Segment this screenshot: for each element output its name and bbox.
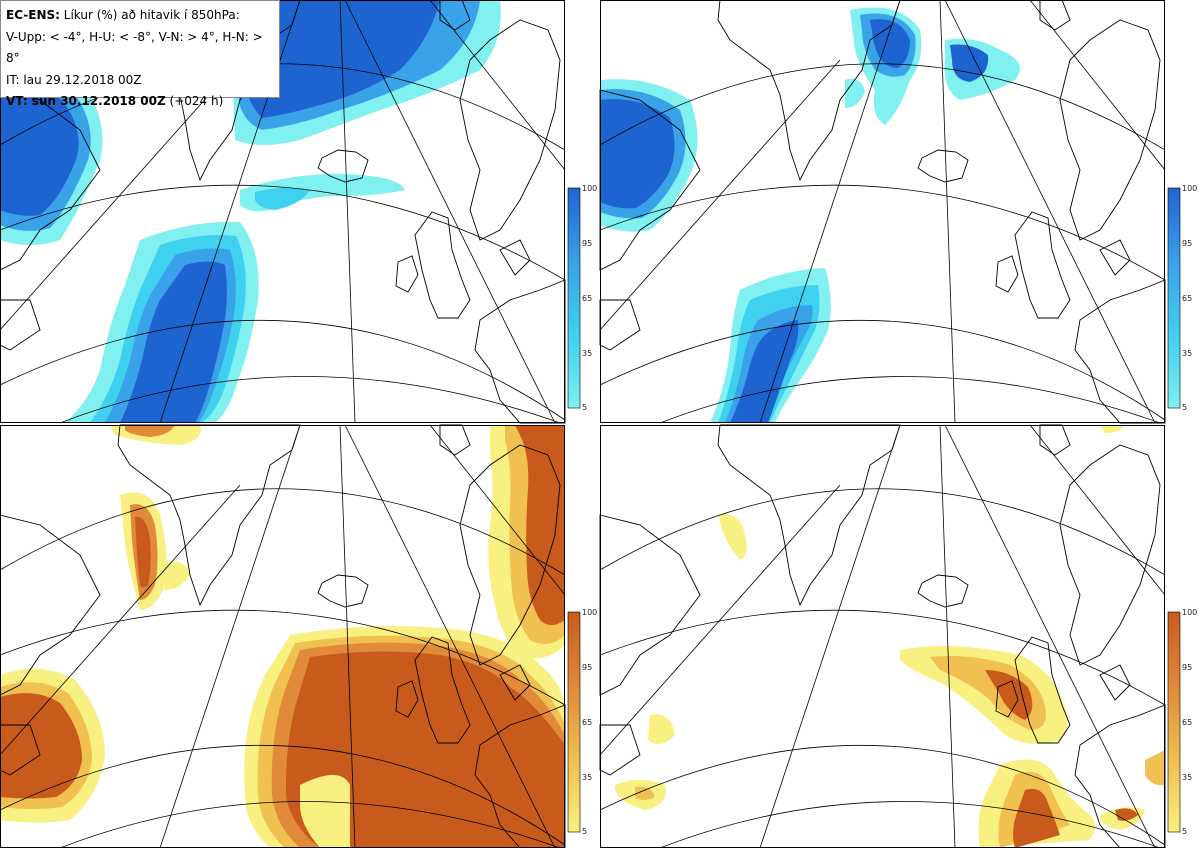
colorbar-tick: 5 xyxy=(1182,827,1187,836)
colorbar-top-right: 100 95 65 35 5 xyxy=(1167,184,1197,412)
panel-bottom-right xyxy=(599,424,1166,848)
panel-top-right xyxy=(599,0,1166,424)
model-name: EC-ENS: xyxy=(6,8,60,22)
colorbar-tick: 35 xyxy=(1182,773,1192,782)
colorbar-tick: 95 xyxy=(582,239,592,248)
colorbar-tick: 5 xyxy=(1182,403,1187,412)
colorbar-tick: 100 xyxy=(1182,608,1197,617)
valid-time: VT: sun 30.12.2018 00Z xyxy=(6,94,166,108)
info-line-thresholds: V-Upp: < -4°, H-U: < -8°, V-N: > 4°, H-N… xyxy=(6,29,263,66)
info-line-init-time: IT: lau 29.12.2018 00Z xyxy=(6,72,142,87)
panel-bottom-left xyxy=(0,424,566,848)
colorbar-tick: 95 xyxy=(1182,663,1192,672)
colorbar-tick: 65 xyxy=(582,294,592,303)
colorbar-tick: 35 xyxy=(582,349,592,358)
colorbar-tick: 65 xyxy=(1182,294,1192,303)
colorbar-bottom-left: 100 95 65 35 5 xyxy=(567,608,597,836)
info-line-title: EC-ENS: Líkur (%) að hitavik í 850hPa: xyxy=(6,5,274,27)
colorbar-bottom-right: 100 95 65 35 5 xyxy=(1167,608,1197,836)
forecast-info-box: EC-ENS: Líkur (%) að hitavik í 850hPa: V… xyxy=(0,0,280,108)
colorbar-tick: 65 xyxy=(1182,718,1192,727)
lead-time: (+024 h) xyxy=(165,94,224,108)
colorbar-tick: 95 xyxy=(582,663,592,672)
colorbar-tick: 65 xyxy=(582,718,592,727)
colorbar-tick: 35 xyxy=(1182,349,1192,358)
colorbar-top-left: 100 95 65 35 5 xyxy=(567,184,597,412)
colorbar-tick: 100 xyxy=(1182,184,1197,193)
colorbar-tick: 35 xyxy=(582,773,592,782)
info-line-valid-time: VT: sun 30.12.2018 00Z (+024 h) xyxy=(6,91,274,113)
colorbar-tick: 5 xyxy=(582,827,587,836)
colorbar-tick: 100 xyxy=(582,608,597,617)
colorbar-tick: 100 xyxy=(582,184,597,193)
colorbar-tick: 95 xyxy=(1182,239,1192,248)
panel-top-left xyxy=(0,0,566,424)
variable-description: Líkur (%) að hitavik í 850hPa: xyxy=(59,8,240,22)
colorbar-tick: 5 xyxy=(582,403,587,412)
